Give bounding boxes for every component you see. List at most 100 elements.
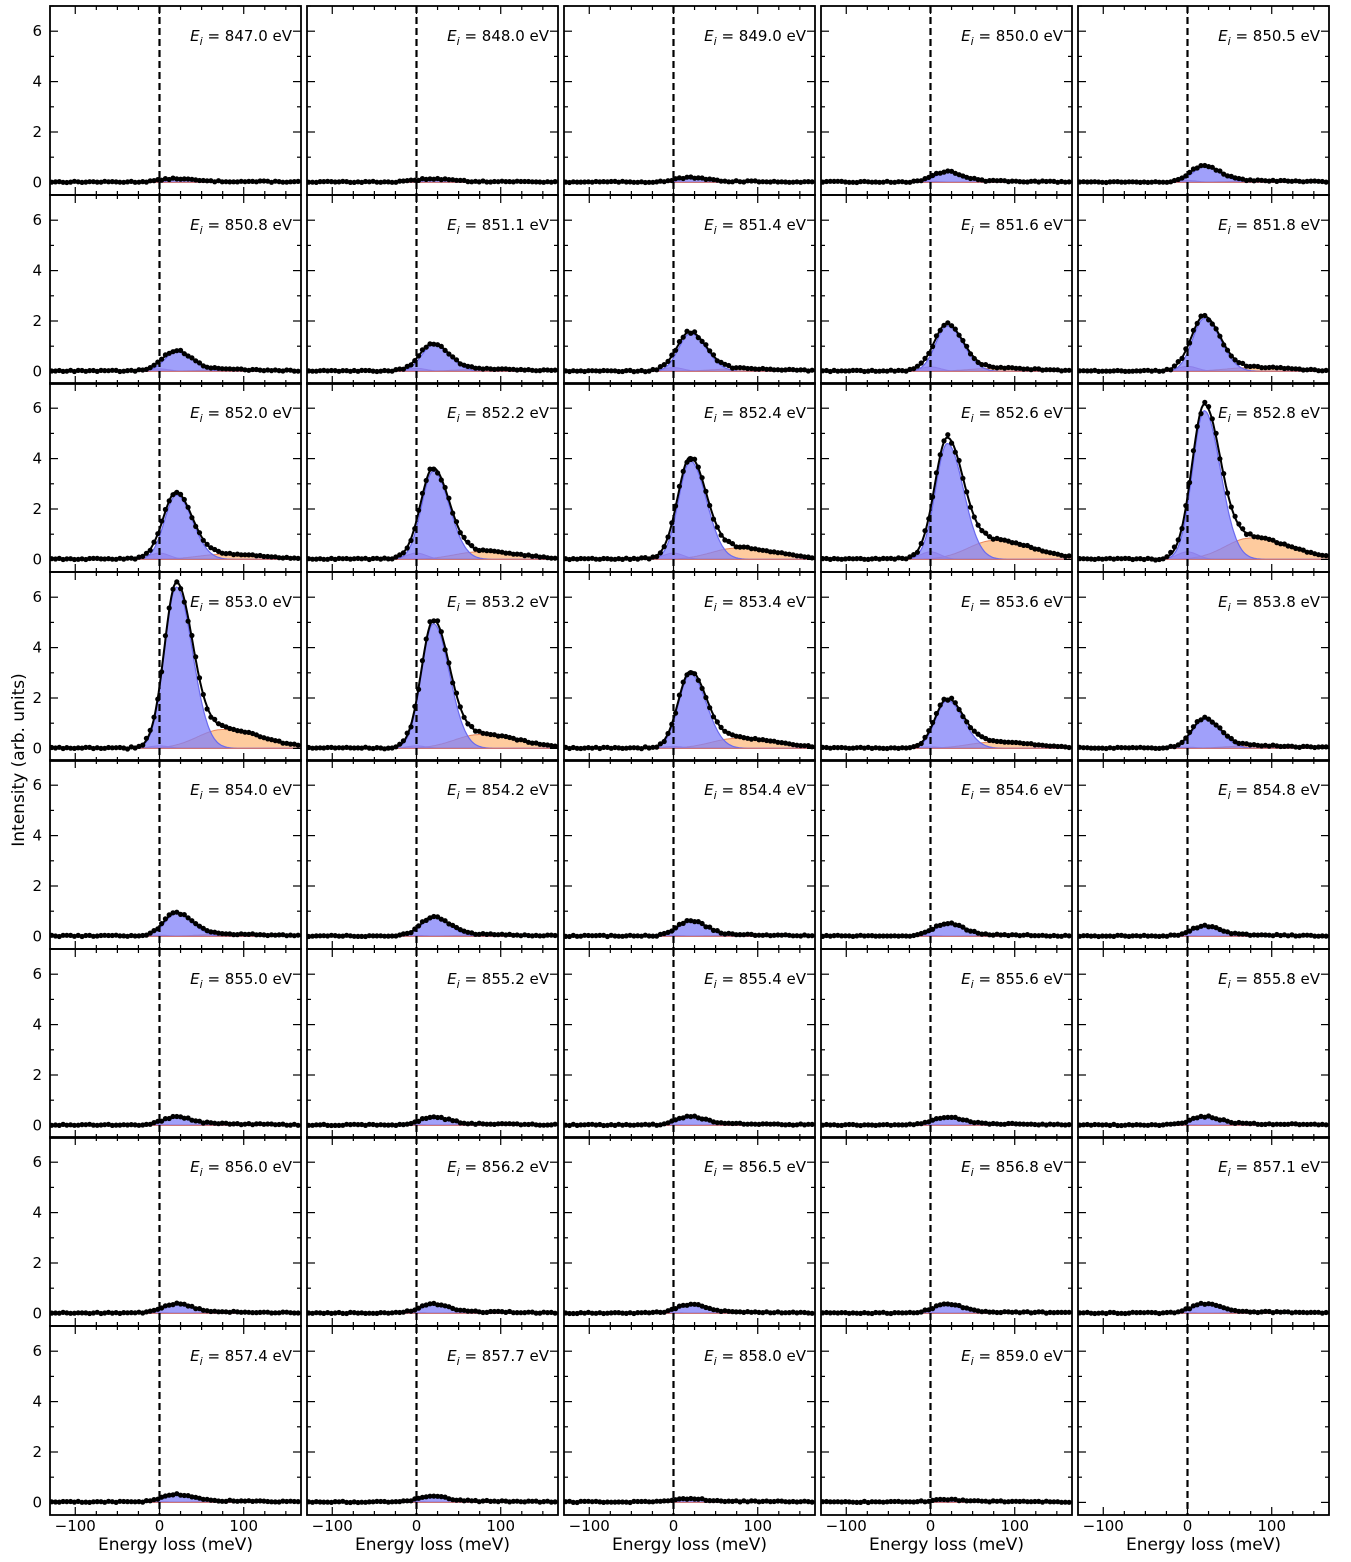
data-point [741,544,747,550]
data-point [1179,525,1185,532]
data-point [272,738,278,744]
data-point [737,179,743,185]
data-point [507,1121,513,1127]
data-point [510,1310,516,1316]
data-point [1198,411,1204,417]
incident-energy-label: Ei = 848.0 eV [447,27,550,48]
data-point [397,1121,403,1127]
data-point [839,556,845,562]
data-point [253,1498,259,1504]
x-tick-label: −100 [826,1517,867,1535]
data-point [1137,179,1143,185]
data-point [419,1494,425,1500]
data-point [1296,1122,1303,1128]
y-tick-label: 0 [32,1304,42,1322]
data-point [453,519,460,525]
data-point [64,1310,70,1316]
data-point [435,618,441,624]
data-point [726,538,732,545]
data-point [272,1122,278,1128]
y-tick-label: 0 [32,739,42,757]
data-point [861,1122,868,1128]
data-point [370,1310,376,1316]
data-point [967,504,974,510]
y-tick-label: 4 [32,827,42,845]
y-tick-label: 6 [32,776,42,794]
data-point [971,1120,977,1126]
data-point [525,1498,532,1504]
plot-area [50,347,301,375]
data-point [786,1499,792,1505]
data-point [1103,933,1109,939]
data-point [794,933,800,939]
data-point [1043,743,1049,749]
data-point [193,358,199,364]
data-point [967,351,974,357]
data-point [166,1492,172,1498]
data-point [642,369,648,375]
data-point [109,932,115,939]
data-point [1213,722,1219,728]
data-point [884,556,890,562]
data-point [488,366,494,372]
data-point [1251,932,1257,938]
data-point [680,1302,686,1308]
data-point [200,1307,206,1313]
data-point [1099,1122,1105,1128]
main-peak-area [821,325,1072,372]
x-tick-label: 0 [412,1517,422,1535]
data-point [238,931,244,937]
data-point [234,366,240,372]
data-point [446,177,452,183]
data-point [967,725,974,731]
data-point [835,1310,841,1316]
main-peak-area [307,623,558,749]
data-point [124,179,131,185]
data-point [850,367,856,373]
data-point [457,1307,463,1313]
data-point [695,677,701,683]
data-point [733,1120,739,1126]
data-point [945,1114,951,1120]
data-point [438,343,444,349]
data-point [1266,932,1272,938]
data-point [1255,932,1261,938]
data-point [419,490,425,496]
panel: Ei = 851.6 eV [820,194,1073,385]
data-point [714,1120,720,1126]
data-point [1009,540,1015,546]
y-tick-label: 2 [32,1066,42,1084]
incident-energy-label: Ei = 855.0 eV [190,970,293,991]
data-point [1005,364,1012,371]
data-point [570,179,576,185]
data-point [109,1310,115,1316]
data-point [745,931,751,937]
data-point [1206,404,1212,410]
panel-frame [563,1325,816,1516]
data-point [98,932,104,939]
data-point [745,178,751,184]
data-point [1080,933,1087,939]
data-point [1300,1309,1306,1315]
data-point [835,556,841,562]
data-point [1304,549,1310,555]
data-point [109,1122,115,1128]
data-point [1175,537,1181,543]
data-point [945,168,951,174]
data-point [344,932,350,938]
plot-area [564,328,815,375]
data-point [775,932,781,938]
data-point [408,362,414,368]
data-point [827,1122,833,1128]
data-point [438,477,444,483]
data-point [835,745,841,751]
data-point [499,366,505,372]
data-point [601,744,607,751]
data-point [189,355,195,361]
data-point [726,1120,732,1126]
data-point [510,1498,516,1504]
data-point [450,510,456,516]
data-point [1122,555,1128,562]
data-point [846,933,852,939]
